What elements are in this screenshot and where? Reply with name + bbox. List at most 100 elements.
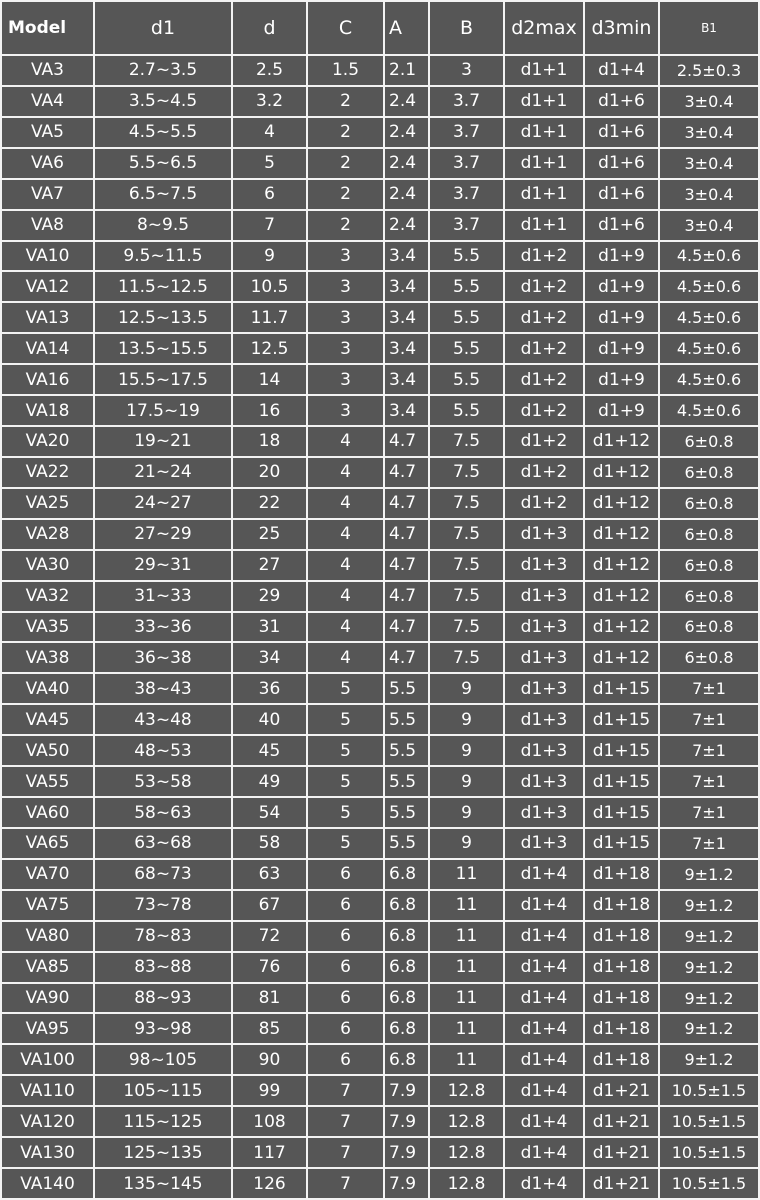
table-cell: 6 (308, 1014, 383, 1044)
table-cell: 29~31 (95, 550, 231, 580)
model-cell: VA85 (2, 952, 93, 982)
table-cell: d1+2 (505, 365, 583, 395)
table-cell: 78~83 (95, 921, 231, 951)
header-cell: d3min (585, 2, 658, 54)
table-cell: 5.5 (430, 334, 503, 364)
table-cell: 5.5 (385, 798, 428, 827)
table-cell: 7±1 (660, 828, 758, 858)
table-cell: d1+3 (505, 612, 583, 642)
table-cell: 10.5 (233, 272, 306, 302)
table-cell: 6±0.8 (660, 643, 758, 673)
table-cell: d1+1 (505, 117, 583, 147)
table-cell: 3 (308, 272, 383, 302)
table-cell: d1+4 (505, 1107, 583, 1137)
table-cell: 9 (430, 674, 503, 704)
table-cell: 7 (308, 1169, 383, 1198)
table-cell: 125~135 (95, 1138, 231, 1168)
table-cell: 2 (308, 210, 383, 240)
table-cell: 10.5±1.5 (660, 1138, 758, 1168)
table-cell: 2 (308, 179, 383, 209)
table-cell: 90 (233, 1045, 306, 1075)
table-cell: 5.5 (430, 241, 503, 271)
table-cell: 58 (233, 828, 306, 858)
table-cell: 12.8 (430, 1169, 503, 1198)
table-cell: 7±1 (660, 736, 758, 766)
model-cell: VA90 (2, 983, 93, 1013)
table-cell: d1+6 (585, 148, 658, 178)
table-cell: 3 (308, 241, 383, 271)
table-cell: 31 (233, 612, 306, 642)
table-cell: 76 (233, 952, 306, 982)
table-cell: d1+18 (585, 983, 658, 1013)
table-cell: 115~125 (95, 1107, 231, 1137)
table-cell: 6 (308, 983, 383, 1013)
table-cell: d1+9 (585, 272, 658, 302)
table-cell: 2.7~3.5 (95, 56, 231, 85)
table-cell: 3.7 (430, 117, 503, 147)
header-cell: d (233, 2, 306, 54)
table-cell: 105~115 (95, 1076, 231, 1106)
table-cell: 4.7 (385, 643, 428, 673)
table-cell: 3.4 (385, 303, 428, 333)
table-cell: 6.5~7.5 (95, 179, 231, 209)
table-cell: 6±0.8 (660, 427, 758, 456)
table-cell: 9±1.2 (660, 1045, 758, 1075)
table-cell: d1+21 (585, 1138, 658, 1168)
table-cell: d1+12 (585, 581, 658, 611)
table-cell: d1+18 (585, 1014, 658, 1044)
table-cell: 3±0.4 (660, 117, 758, 147)
model-cell: VA40 (2, 674, 93, 704)
table-cell: 9 (430, 798, 503, 827)
table-cell: 6.8 (385, 890, 428, 920)
table-cell: 6±0.8 (660, 457, 758, 487)
table-cell: 16 (233, 396, 306, 426)
table-cell: 48~53 (95, 736, 231, 766)
table-cell: 11 (430, 1014, 503, 1044)
table-cell: 4.5±0.6 (660, 272, 758, 302)
model-cell: VA20 (2, 427, 93, 456)
table-cell: 4 (308, 581, 383, 611)
table-cell: d1+4 (505, 1014, 583, 1044)
table-cell: 5.5 (385, 674, 428, 704)
table-cell: 6±0.8 (660, 612, 758, 642)
table-cell: d1+6 (585, 86, 658, 116)
table-cell: 3±0.4 (660, 179, 758, 209)
header-cell: d1 (95, 2, 231, 54)
table-cell: 6.8 (385, 859, 428, 889)
table-cell: 7 (233, 210, 306, 240)
table-cell: d1+2 (505, 457, 583, 487)
table-cell: d1+1 (505, 56, 583, 85)
table-cell: 4.5±0.6 (660, 396, 758, 426)
table-cell: 4.7 (385, 519, 428, 549)
table-cell: 5 (233, 148, 306, 178)
table-cell: d1+4 (505, 1045, 583, 1075)
table-cell: d1+2 (505, 396, 583, 426)
table-cell: 6±0.8 (660, 488, 758, 518)
table-cell: d1+3 (505, 519, 583, 549)
table-cell: d1+2 (505, 272, 583, 302)
table-cell: d1+3 (505, 550, 583, 580)
table-cell: 2 (308, 148, 383, 178)
table-cell: 27 (233, 550, 306, 580)
table-cell: 7 (308, 1138, 383, 1168)
table-cell: d1+2 (505, 303, 583, 333)
table-cell: 85 (233, 1014, 306, 1044)
table-cell: 40 (233, 705, 306, 735)
table-cell: 4.7 (385, 488, 428, 518)
table-cell: d1+21 (585, 1169, 658, 1198)
table-cell: 19~21 (95, 427, 231, 456)
table-cell: 24~27 (95, 488, 231, 518)
table-cell: 6±0.8 (660, 519, 758, 549)
table-cell: d1+12 (585, 643, 658, 673)
model-cell: VA110 (2, 1076, 93, 1106)
table-cell: 7±1 (660, 674, 758, 704)
table-cell: 9±1.2 (660, 921, 758, 951)
table-cell: 33~36 (95, 612, 231, 642)
table-cell: 12.8 (430, 1107, 503, 1137)
table-cell: 3.4 (385, 334, 428, 364)
model-cell: VA22 (2, 457, 93, 487)
table-cell: 11 (430, 1045, 503, 1075)
table-cell: 4.7 (385, 457, 428, 487)
model-cell: VA120 (2, 1107, 93, 1137)
table-cell: 73~78 (95, 890, 231, 920)
